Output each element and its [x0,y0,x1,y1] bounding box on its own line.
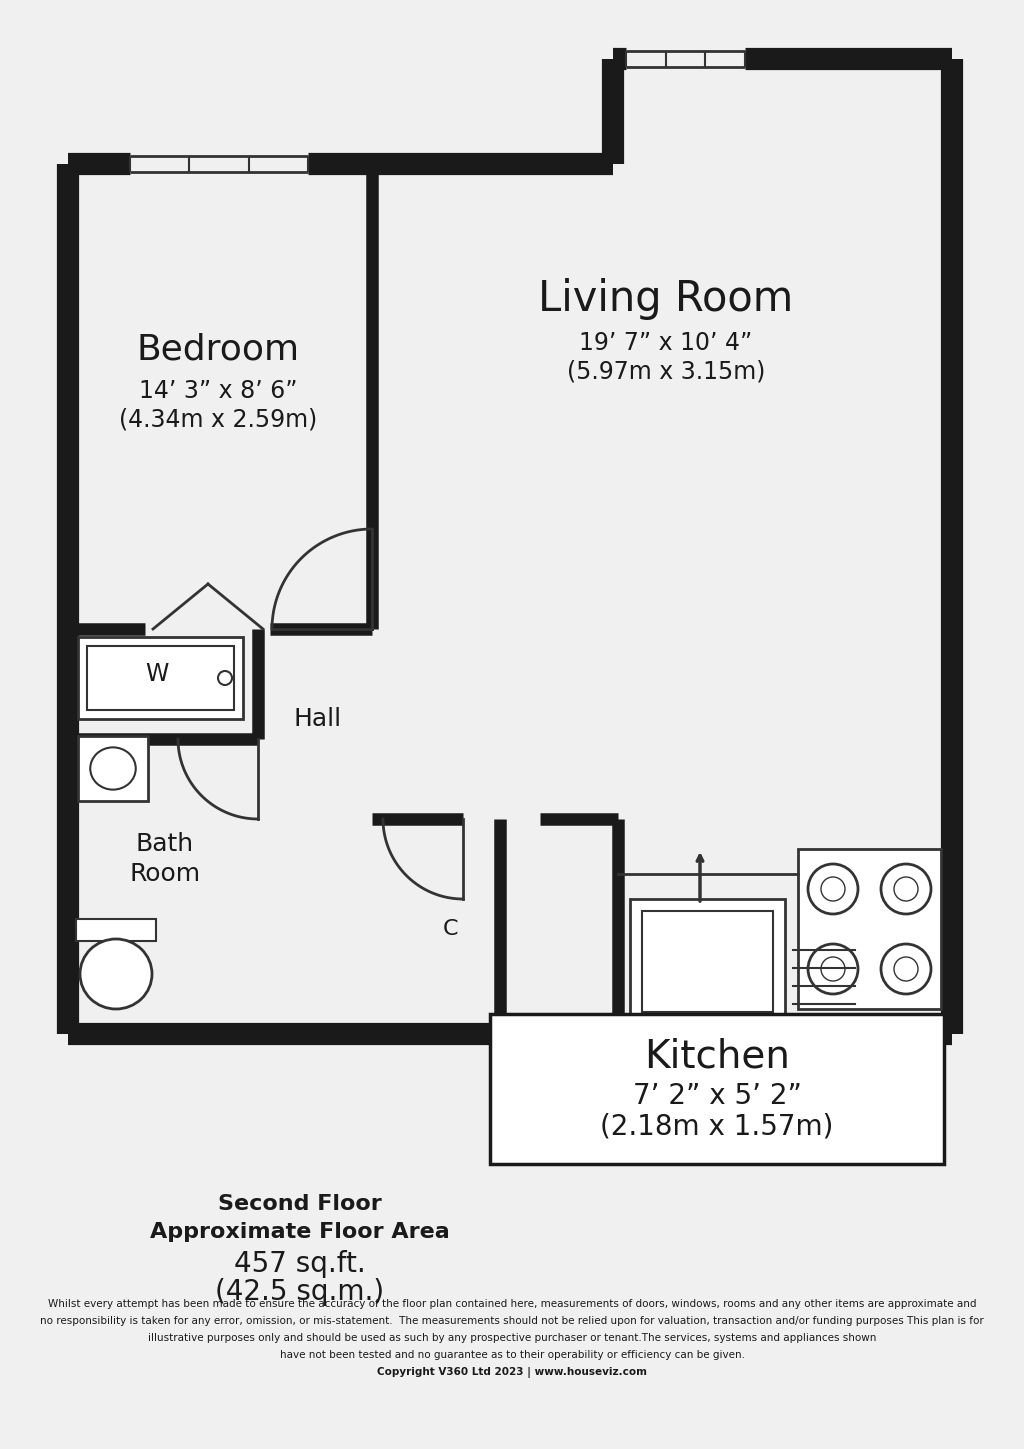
Text: no responsibility is taken for any error, omission, or mis-statement.  The measu: no responsibility is taken for any error… [40,1316,984,1326]
Text: 7’ 2” x 5’ 2”: 7’ 2” x 5’ 2” [633,1082,802,1110]
Bar [642,911,773,1011]
Text: (42.5 sq.m.): (42.5 sq.m.) [215,1278,385,1306]
Text: 19’ 7” x 10’ 4”: 19’ 7” x 10’ 4” [580,330,753,355]
Text: (4.34m x 2.59m): (4.34m x 2.59m) [119,407,317,430]
Bar [630,898,785,1024]
Text: Second Floor: Second Floor [218,1194,382,1214]
Text: Bath
Room: Bath Room [129,832,201,885]
Text: Hall: Hall [294,707,342,730]
Text: illustrative purposes only and should be used as such by any prospective purchas: illustrative purposes only and should be… [147,1333,877,1343]
Text: W: W [145,662,169,685]
Text: have not been tested and no guarantee as to their operability or efficiency can : have not been tested and no guarantee as… [280,1350,744,1361]
Bar [76,919,156,940]
Text: C: C [442,919,458,939]
Text: Approximate Floor Area: Approximate Floor Area [151,1222,450,1242]
Bar [78,638,243,719]
Bar [78,736,148,801]
Ellipse shape [90,748,136,790]
Text: Copyright V360 Ltd 2023 | www.houseviz.com: Copyright V360 Ltd 2023 | www.houseviz.c… [377,1366,647,1378]
Text: (2.18m x 1.57m): (2.18m x 1.57m) [600,1111,834,1140]
Ellipse shape [80,939,152,1009]
Text: 14’ 3” x 8’ 6”: 14’ 3” x 8’ 6” [138,380,297,403]
Bar [798,849,941,1009]
Text: 457 sq.ft.: 457 sq.ft. [234,1250,366,1278]
Text: Living Room: Living Room [539,278,794,320]
Text: Whilst every attempt has been made to ensure the accuracy of the floor plan cont: Whilst every attempt has been made to en… [48,1298,976,1308]
Bar [490,1014,944,1164]
Text: Bedroom: Bedroom [136,332,300,367]
Text: (5.97m x 3.15m): (5.97m x 3.15m) [567,359,765,383]
Bar [87,646,234,710]
Text: Kitchen: Kitchen [644,1037,790,1075]
